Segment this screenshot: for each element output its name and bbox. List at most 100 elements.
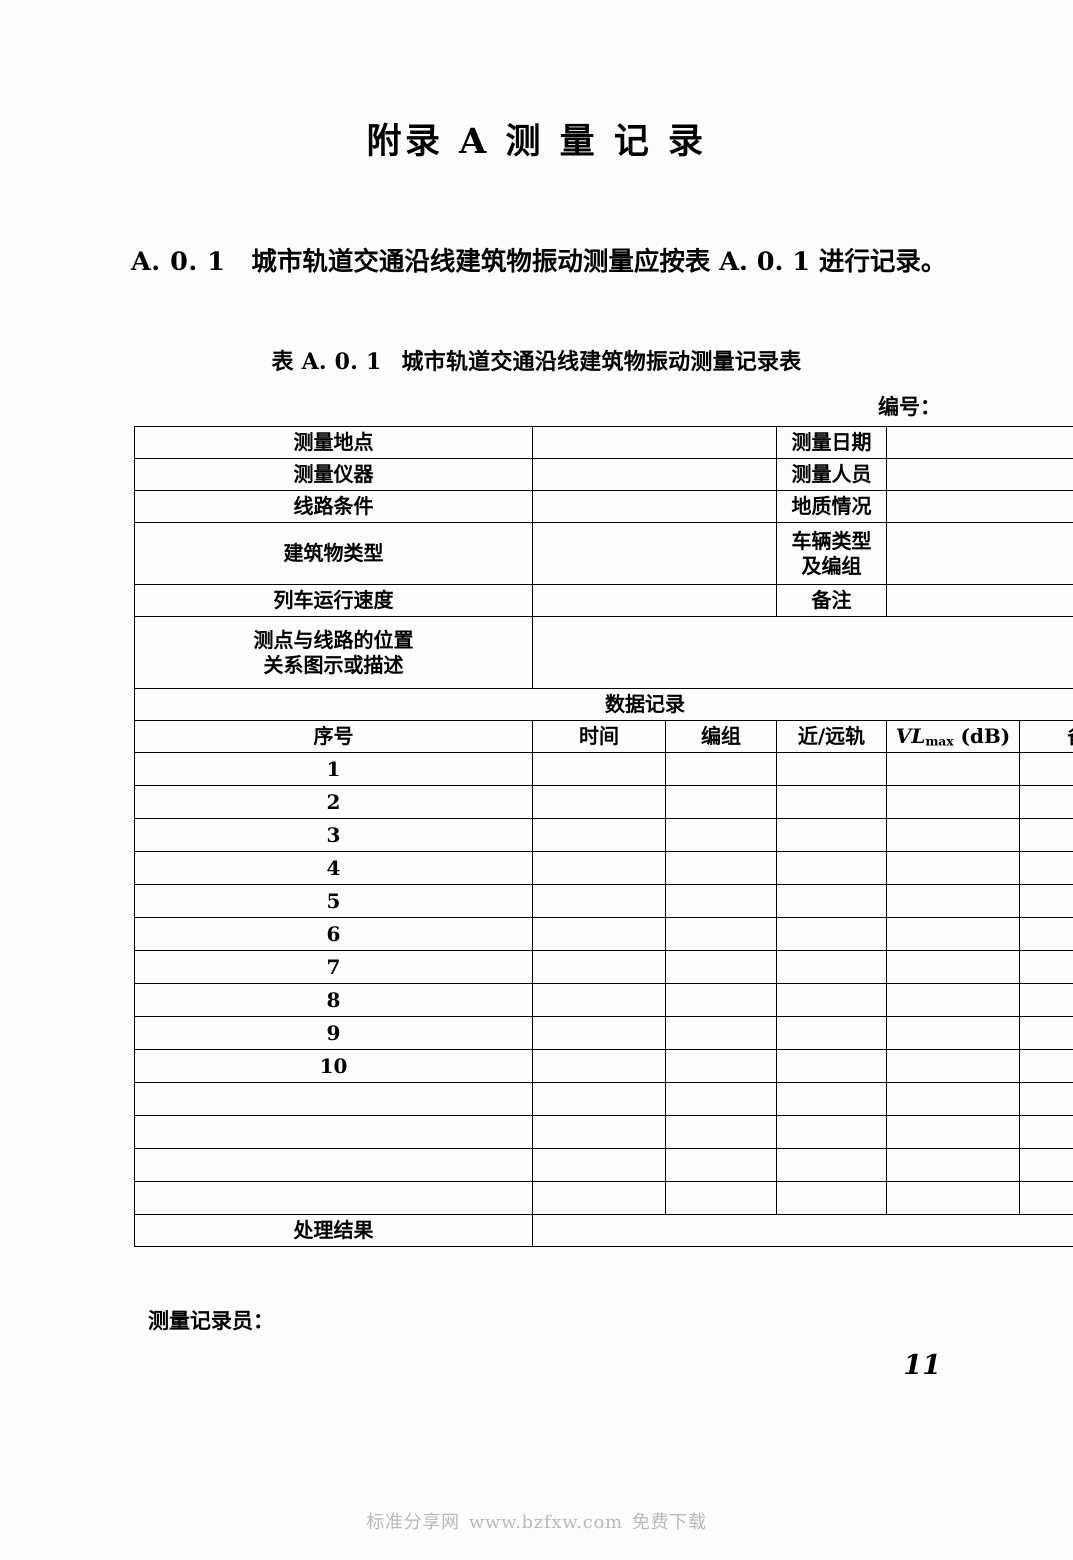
label-geology-condition: 地质情况: [776, 490, 887, 523]
page-number: 11: [903, 1350, 941, 1381]
cell-vlmax[interactable]: [886, 851, 1020, 885]
cell-vlmax[interactable]: [886, 1082, 1020, 1116]
table-row: [134, 1082, 1073, 1116]
cell-remark[interactable]: [1019, 917, 1073, 951]
cell-remark[interactable]: [1019, 1016, 1073, 1050]
cell-vlmax[interactable]: [886, 1115, 1020, 1149]
value-remark-header[interactable]: [886, 584, 1073, 617]
cell-vlmax[interactable]: [886, 1181, 1020, 1215]
table-row-instrument: 测量仪器 测量人员: [134, 458, 1073, 491]
label-measure-personnel: 测量人员: [776, 458, 887, 491]
cell-time[interactable]: [532, 1115, 666, 1149]
cell-track[interactable]: [776, 851, 887, 885]
label-vehicle-type-line1: 车辆类型: [791, 528, 872, 553]
cell-track[interactable]: [776, 785, 887, 819]
cell-vlmax[interactable]: [886, 917, 1020, 951]
cell-time[interactable]: [532, 917, 666, 951]
cell-time[interactable]: [532, 1082, 666, 1116]
value-processing-result[interactable]: [532, 1214, 1073, 1247]
value-measure-instrument[interactable]: [532, 458, 777, 491]
value-position-sketch[interactable]: [532, 616, 1073, 689]
cell-track[interactable]: [776, 1082, 887, 1116]
cell-time[interactable]: [532, 1016, 666, 1050]
cell-track[interactable]: [776, 917, 887, 951]
value-train-speed[interactable]: [532, 584, 777, 617]
cell-remark[interactable]: [1019, 1049, 1073, 1083]
label-position-sketch-line1: 测点与线路的位置: [253, 627, 414, 652]
cell-remark[interactable]: [1019, 818, 1073, 852]
cell-formation[interactable]: [665, 785, 777, 819]
cell-time[interactable]: [532, 1181, 666, 1215]
cell-track[interactable]: [776, 752, 887, 786]
cell-time[interactable]: [532, 950, 666, 984]
cell-remark[interactable]: [1019, 752, 1073, 786]
value-building-type[interactable]: [532, 522, 777, 585]
cell-time[interactable]: [532, 1049, 666, 1083]
cell-vlmax[interactable]: [886, 752, 1020, 786]
cell-vlmax[interactable]: [886, 1049, 1020, 1083]
cell-time[interactable]: [532, 785, 666, 819]
cell-vlmax[interactable]: [886, 1148, 1020, 1182]
cell-track[interactable]: [776, 950, 887, 984]
column-header-remark: 备注: [1019, 720, 1073, 753]
cell-formation[interactable]: [665, 983, 777, 1017]
cell-vlmax[interactable]: [886, 983, 1020, 1017]
column-header-vlmax: VLmax (dB): [886, 720, 1020, 753]
cell-remark[interactable]: [1019, 1181, 1073, 1215]
table-row-line-condition: 线路条件 地质情况: [134, 490, 1073, 523]
cell-track[interactable]: [776, 1148, 887, 1182]
label-building-type: 建筑物类型: [134, 522, 533, 585]
cell-track[interactable]: [776, 1115, 887, 1149]
cell-remark[interactable]: [1019, 1115, 1073, 1149]
cell-formation[interactable]: [665, 1049, 777, 1083]
value-vehicle-type[interactable]: [886, 522, 1073, 585]
cell-formation[interactable]: [665, 1148, 777, 1182]
cell-remark[interactable]: [1019, 950, 1073, 984]
value-line-condition[interactable]: [532, 490, 777, 523]
cell-vlmax[interactable]: [886, 785, 1020, 819]
cell-formation[interactable]: [665, 851, 777, 885]
cell-remark[interactable]: [1019, 1148, 1073, 1182]
column-header-time: 时间: [532, 720, 666, 753]
table-row-building-type: 建筑物类型 车辆类型 及编组: [134, 522, 1073, 585]
cell-remark[interactable]: [1019, 1082, 1073, 1116]
cell-track[interactable]: [776, 818, 887, 852]
cell-time[interactable]: [532, 851, 666, 885]
value-geology-condition[interactable]: [886, 490, 1073, 523]
cell-time[interactable]: [532, 884, 666, 918]
label-vehicle-type-line2: 及编组: [801, 553, 862, 578]
cell-remark[interactable]: [1019, 884, 1073, 918]
cell-time[interactable]: [532, 818, 666, 852]
cell-vlmax[interactable]: [886, 884, 1020, 918]
cell-formation[interactable]: [665, 1016, 777, 1050]
cell-formation[interactable]: [665, 884, 777, 918]
value-measure-location[interactable]: [532, 426, 777, 459]
value-measure-personnel[interactable]: [886, 458, 1073, 491]
cell-time[interactable]: [532, 752, 666, 786]
cell-track[interactable]: [776, 1016, 887, 1050]
cell-track[interactable]: [776, 884, 887, 918]
cell-remark[interactable]: [1019, 983, 1073, 1017]
cell-vlmax[interactable]: [886, 1016, 1020, 1050]
cell-formation[interactable]: [665, 752, 777, 786]
cell-formation[interactable]: [665, 818, 777, 852]
cell-vlmax[interactable]: [886, 818, 1020, 852]
cell-formation[interactable]: [665, 950, 777, 984]
cell-formation[interactable]: [665, 917, 777, 951]
table-row: 8: [134, 983, 1073, 1017]
cell-formation[interactable]: [665, 1181, 777, 1215]
cell-track[interactable]: [776, 1181, 887, 1215]
cell-vlmax[interactable]: [886, 950, 1020, 984]
cell-formation[interactable]: [665, 1082, 777, 1116]
cell-track[interactable]: [776, 1049, 887, 1083]
value-measure-date[interactable]: [886, 426, 1073, 459]
cell-remark[interactable]: [1019, 851, 1073, 885]
cell-time[interactable]: [532, 1148, 666, 1182]
cell-time[interactable]: [532, 983, 666, 1017]
table-row-train-speed: 列车运行速度 备注: [134, 584, 1073, 617]
cell-index: 6: [134, 917, 533, 951]
cell-remark[interactable]: [1019, 785, 1073, 819]
cell-track[interactable]: [776, 983, 887, 1017]
cell-formation[interactable]: [665, 1115, 777, 1149]
cell-index: 5: [134, 884, 533, 918]
